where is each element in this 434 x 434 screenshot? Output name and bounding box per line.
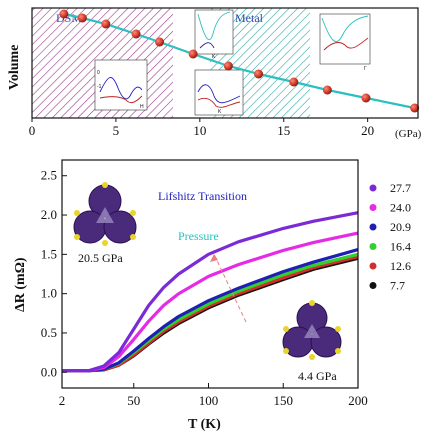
resistance-x-tick-label: 50 xyxy=(127,393,140,408)
volume-x-tick-label: 10 xyxy=(193,123,206,138)
volume-x-tick-label: 0 xyxy=(29,123,36,138)
region-label-metal: Metal xyxy=(235,11,264,25)
volume-point xyxy=(59,9,69,19)
volume-x-ticks: 0 5 10 15 20 xyxy=(29,118,374,138)
resistance-y-ticks: 0.0 0.5 1.0 1.5 2.0 2.5 xyxy=(41,168,67,379)
volume-panel: DSM Metal 0 -1 H K K Γ xyxy=(7,7,422,140)
legend-marker-16.4 xyxy=(369,243,377,250)
legend-label-12.6: 12.6 xyxy=(390,259,411,273)
resistance-y-tick-label: 2.0 xyxy=(41,207,57,222)
resistance-y-label: ΔR (mΩ) xyxy=(13,257,28,312)
volume-points xyxy=(59,9,420,113)
volume-x-tick-label: 5 xyxy=(113,123,120,138)
volume-x-tick-label: 15 xyxy=(277,123,290,138)
resistance-x-tick-label: 200 xyxy=(348,393,368,408)
low-pressure-label: 4.4 GPa xyxy=(298,369,337,383)
legend-label-20.9: 20.9 xyxy=(390,220,411,234)
resistance-x-ticks: 2 50 100 150 200 xyxy=(59,383,368,408)
inset-band-4: Γ xyxy=(319,13,371,72)
lifshitz-title: Lifshitz Transition xyxy=(158,189,247,203)
inset-band-2: K xyxy=(194,9,234,60)
resistance-y-tick-label: 1.5 xyxy=(41,246,57,261)
volume-point xyxy=(254,69,264,79)
pressure-arrow-head xyxy=(210,254,218,262)
legend-label-24.0: 24.0 xyxy=(390,201,411,215)
volume-point xyxy=(361,93,371,103)
volume-point xyxy=(77,13,87,23)
inset-band-1: 0 -1 H xyxy=(94,59,148,111)
volume-point xyxy=(223,61,233,71)
legend-marker-7.7 xyxy=(369,282,377,289)
pressure-arrow xyxy=(213,253,247,323)
high-pressure-label: 20.5 GPa xyxy=(78,251,123,265)
inset-tick-0: 0 xyxy=(97,70,100,76)
inset-label-h: H xyxy=(140,104,144,110)
legend-label-7.7: 7.7 xyxy=(390,279,405,293)
resistance-y-tick-label: 0.5 xyxy=(41,325,57,340)
volume-point xyxy=(188,49,198,59)
resistance-y-tick-label: 0.0 xyxy=(41,364,57,379)
crystal-structure-high-pressure xyxy=(73,182,137,246)
resistance-plot-frame xyxy=(61,159,359,389)
inset-label-k2: K xyxy=(218,109,222,115)
legend-marker-27.7 xyxy=(369,184,377,192)
resistance-curves xyxy=(62,211,359,373)
legend-label-27.7: 27.7 xyxy=(390,181,411,195)
volume-point xyxy=(289,77,299,87)
volume-x-unit: (GPa) xyxy=(395,128,422,140)
volume-point xyxy=(322,85,332,95)
legend-marker-24.0 xyxy=(369,204,377,211)
resistance-x-tick-label: 150 xyxy=(274,393,294,408)
inset-tick-1: -1 xyxy=(97,84,102,90)
pressure-label: Pressure xyxy=(178,229,219,243)
volume-point xyxy=(131,29,141,39)
legend-marker-12.6 xyxy=(369,262,377,270)
volume-point xyxy=(410,103,420,113)
legend-label-16.4: 16.4 xyxy=(390,240,411,254)
resistance-series-27.7 xyxy=(62,211,359,373)
volume-y-label: Volume xyxy=(7,45,22,90)
volume-x-tick-label: 20 xyxy=(361,123,374,138)
resistance-y-tick-label: 2.5 xyxy=(41,168,57,183)
volume-point xyxy=(101,19,111,29)
resistance-y-tick-label: 1.0 xyxy=(41,286,57,301)
legend: 27.7 24.0 20.9 16.4 12.6 7.7 xyxy=(369,181,411,293)
inset-label-k1: K xyxy=(212,54,216,60)
resistance-x-label: T (K) xyxy=(188,417,221,432)
crystal-structure-low-pressure xyxy=(282,300,342,360)
inset-label-gamma: Γ xyxy=(364,66,367,72)
resistance-x-tick-label: 100 xyxy=(199,393,219,408)
inset-band-3: K xyxy=(194,69,244,116)
volume-plot-frame xyxy=(31,7,419,119)
volume-point xyxy=(155,37,165,47)
resistance-panel: 2 50 100 150 200 0.0 0.5 1.0 1.5 2.0 2.5 T (K) ΔR… xyxy=(13,159,411,432)
legend-marker-20.9 xyxy=(369,223,377,231)
resistance-x-tick-label: 2 xyxy=(59,393,66,408)
